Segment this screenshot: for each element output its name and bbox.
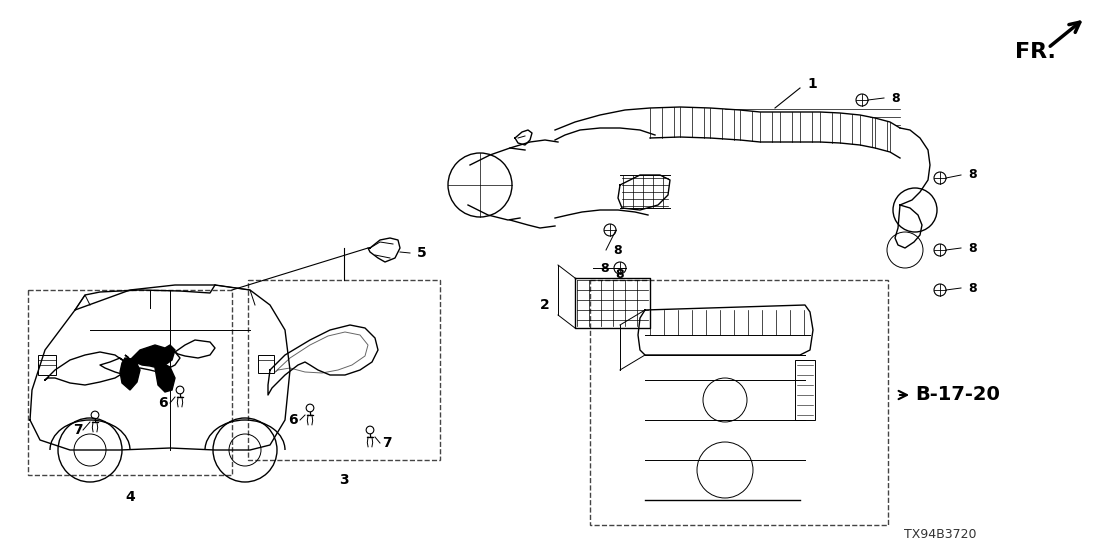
Text: 7: 7 bbox=[382, 436, 392, 450]
Bar bbox=[248, 280, 440, 460]
Bar bbox=[38, 355, 57, 375]
Text: 2: 2 bbox=[540, 298, 550, 312]
Text: 8: 8 bbox=[968, 281, 977, 295]
Text: 8: 8 bbox=[614, 244, 623, 257]
Text: 6: 6 bbox=[288, 413, 298, 427]
Text: 4: 4 bbox=[125, 490, 135, 504]
Polygon shape bbox=[125, 345, 175, 368]
Text: 8: 8 bbox=[968, 242, 977, 254]
Text: TX94B3720: TX94B3720 bbox=[904, 529, 976, 541]
Text: 6: 6 bbox=[158, 396, 167, 410]
Text: 5: 5 bbox=[417, 246, 427, 260]
Text: 8: 8 bbox=[892, 91, 901, 105]
Text: B-17-20: B-17-20 bbox=[915, 386, 999, 404]
Polygon shape bbox=[155, 363, 175, 392]
Text: 1: 1 bbox=[807, 77, 817, 91]
Text: 3: 3 bbox=[339, 473, 349, 487]
Bar bbox=[589, 280, 888, 525]
Bar bbox=[28, 290, 232, 475]
Text: 8: 8 bbox=[601, 261, 609, 274]
Polygon shape bbox=[120, 358, 140, 390]
Bar bbox=[258, 355, 274, 373]
Text: FR.: FR. bbox=[1015, 42, 1056, 62]
Text: 7: 7 bbox=[73, 423, 83, 437]
Text: 8: 8 bbox=[616, 269, 624, 281]
Bar bbox=[796, 360, 815, 420]
Text: 8: 8 bbox=[968, 168, 977, 182]
